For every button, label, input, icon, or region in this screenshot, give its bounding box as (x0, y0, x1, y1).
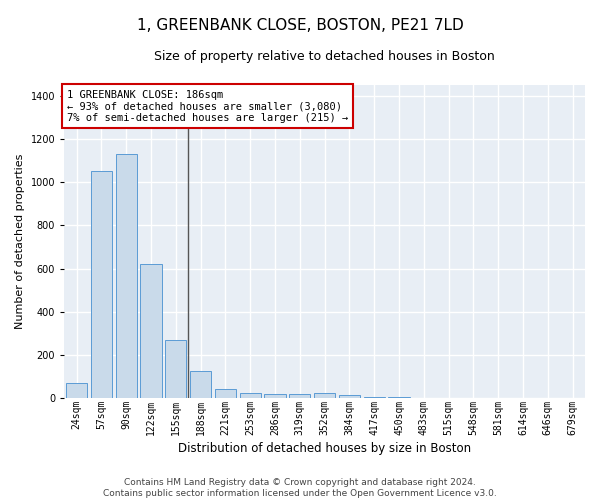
Bar (314, 393, 335, 398)
Bar (140, 264, 161, 398)
Bar (289, 394, 310, 398)
Bar (339, 395, 360, 398)
X-axis label: Distribution of detached houses by size in Boston: Distribution of detached houses by size … (178, 442, 471, 455)
Bar (91, 172, 112, 398)
Text: 1, GREENBANK CLOSE, BOSTON, PE21 7LD: 1, GREENBANK CLOSE, BOSTON, PE21 7LD (137, 18, 463, 32)
Bar (116, 154, 137, 398)
Text: Contains HM Land Registry data © Crown copyright and database right 2024.
Contai: Contains HM Land Registry data © Crown c… (103, 478, 497, 498)
Bar (239, 393, 261, 398)
Bar (265, 394, 286, 398)
Bar (190, 372, 211, 398)
Bar (66, 384, 87, 398)
Bar (165, 340, 187, 398)
Text: 1 GREENBANK CLOSE: 186sqm
← 93% of detached houses are smaller (3,080)
7% of sem: 1 GREENBANK CLOSE: 186sqm ← 93% of detac… (67, 90, 348, 123)
Title: Size of property relative to detached houses in Boston: Size of property relative to detached ho… (154, 50, 495, 63)
Y-axis label: Number of detached properties: Number of detached properties (15, 154, 25, 330)
Bar (215, 388, 236, 398)
